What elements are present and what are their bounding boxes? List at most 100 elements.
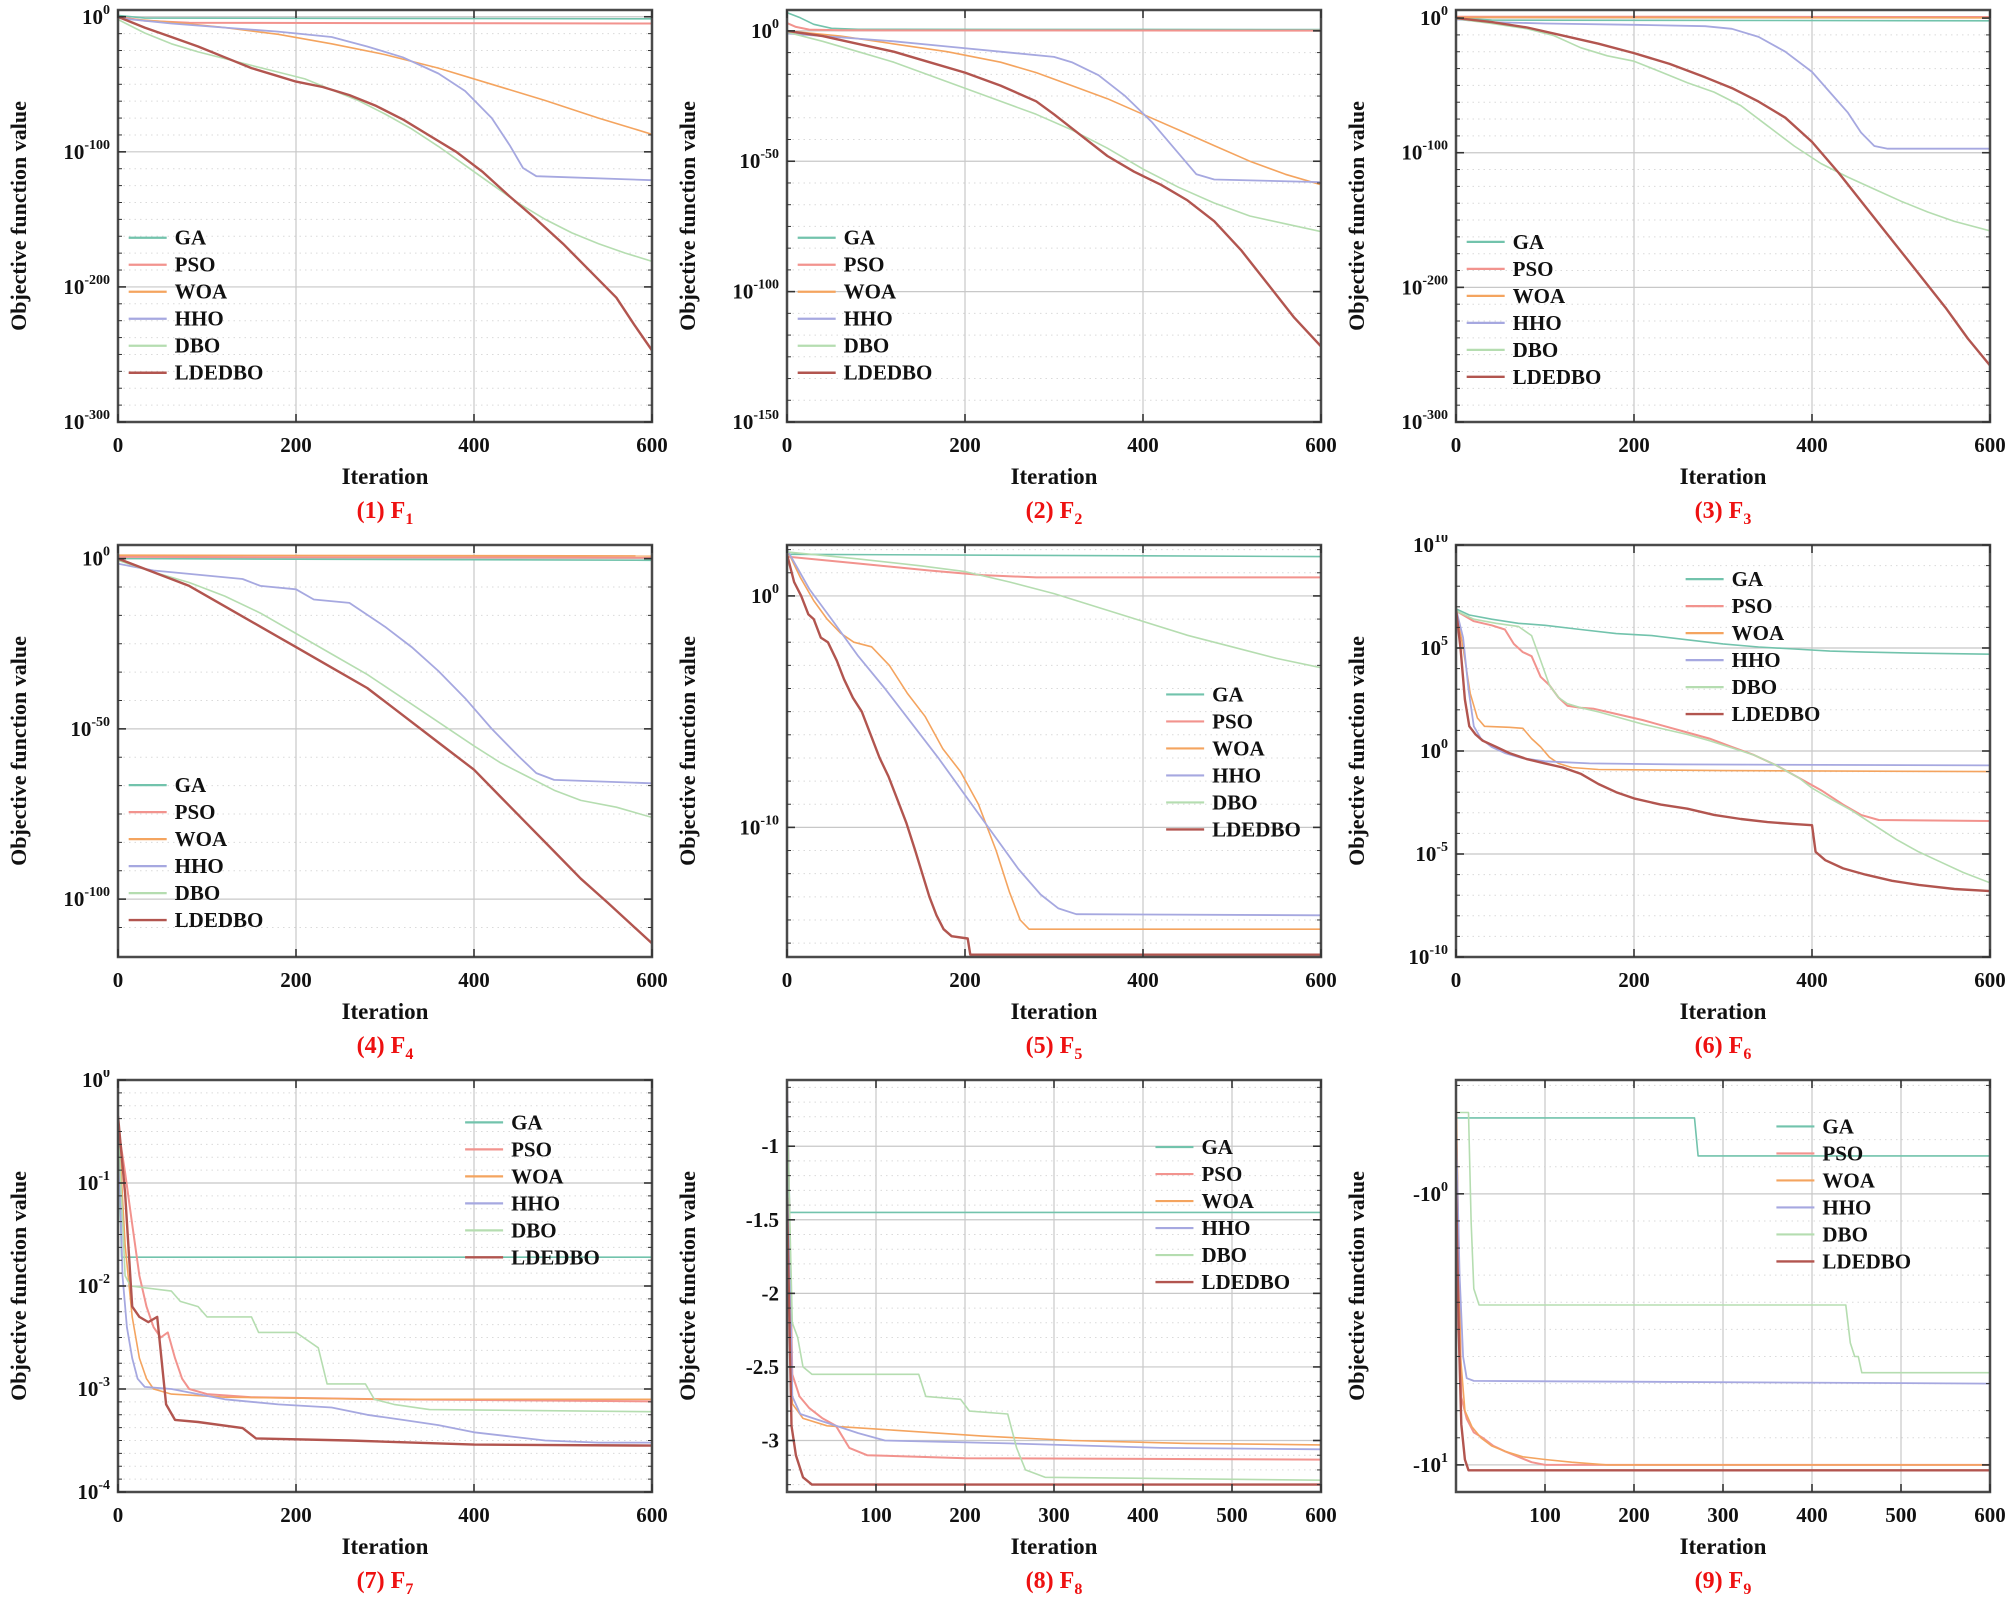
chart-caption: (1) F1 [357,498,414,528]
legend-label-LDEDBO: LDEDBO [1513,365,1602,389]
series-lines [118,554,652,945]
series-DBO [118,1121,652,1413]
x-tick-label: 0 [782,433,793,457]
x-tick-label: 600 [1305,433,1337,457]
axes-frame [116,8,654,424]
chart-caption: (4) F4 [357,1033,414,1063]
chart-svg-F9: -100 -101 100 200 300 400 500 600 Iteration Objec… [1344,1078,2006,1598]
x-tick-label: 400 [1127,968,1159,992]
legend-item-PSO: PSO [1466,257,1554,281]
y-tick-labels: -100 -101 [1413,1180,1448,1477]
legend-label-DBO: DBO [175,334,221,358]
legend-item-WOA: WOA [1155,1189,1255,1213]
y-tick-label: -3 [762,1429,780,1453]
legend-label-PSO: PSO [175,800,216,824]
x-tick-label: 400 [1796,433,1828,457]
series-LDEDBO [1456,1180,1990,1472]
legend-item-HHO: HHO [797,307,893,331]
x-tick-label: 400 [458,433,490,457]
chart-svg-F4: 100 10-50 10-100 0 200 400 600 Iteration Objecti… [6,543,668,1063]
legend-item-WOA: WOA [1166,736,1265,760]
x-tick-label: 0 [113,433,124,457]
legend-item-WOA: WOA [1466,284,1566,308]
series-GA [118,1121,652,1258]
legend-label-WOA: WOA [1822,1168,1875,1192]
y-tick-label: 100 [1420,4,1448,30]
gridlines [117,1079,653,1493]
legend-item-DBO: DBO [1685,675,1777,699]
series-LDEDBO [787,554,1321,956]
x-tick-label: 600 [1305,1503,1337,1527]
legend-item-DBO: DBO [1166,790,1258,814]
legend-item-WOA: WOA [1685,621,1785,645]
legend-item-HHO: HHO [1685,648,1781,672]
series-lines [118,1110,652,1447]
legend-item-WOA: WOA [128,827,228,851]
legend-item-DBO: DBO [797,334,890,358]
x-tick-label: 600 [1305,968,1337,992]
x-tick-labels: 100 200 300 400 500 600 [860,1503,1337,1527]
chart-caption: (6) F6 [1695,1033,1752,1063]
y-tick-labels: 100 10-50 10-100 [63,545,110,911]
chart-cell-F3: 100 10-100 10-200 10-300 0 200 400 600 Iteration… [1338,0,2007,535]
legend-label-HHO: HHO [175,854,224,878]
x-tick-label: 200 [1618,433,1650,457]
series-GA [1456,608,1990,655]
x-tick-label: 600 [1974,433,2006,457]
legend-item-DBO: DBO [465,1218,557,1242]
legend-item-WOA: WOA [797,280,897,304]
legend-label-WOA: WOA [1513,284,1566,308]
legend-item-LDEDBO: LDEDBO [1466,365,1602,389]
series-WOA [118,17,652,136]
chart-cell-F4: 100 10-50 10-100 0 200 400 600 Iteration Objecti… [0,535,669,1070]
series-LDEDBO [118,1115,652,1447]
x-tick-label: 600 [636,1503,668,1527]
x-tick-label: 600 [1974,1503,2006,1527]
series-LDEDBO [787,1197,1321,1486]
legend-label-LDEDBO: LDEDBO [1212,817,1301,841]
y-tick-label: 10-100 [63,138,110,164]
x-tick-label: 0 [1451,968,1462,992]
y-axis-title: Objective function value [1344,101,1369,331]
x-tick-labels: 0 200 400 600 [113,1503,668,1527]
y-tick-label: -100 [1413,1180,1448,1206]
series-lines [787,11,1321,348]
x-tick-label: 300 [1707,1503,1739,1527]
series-lines [118,14,652,352]
axes-frame [1454,8,1992,424]
y-tick-label: 100 [82,1070,110,1092]
legend-label-WOA: WOA [1212,736,1265,760]
y-tick-label: -101 [1413,1451,1448,1477]
x-tick-label: 400 [458,968,490,992]
series-lines [1456,608,1990,893]
legend-item-WOA: WOA [1776,1168,1876,1192]
legend-item-GA: GA [1776,1114,1855,1138]
legend-label-DBO: DBO [844,334,890,358]
legend-item-GA: GA [128,226,207,250]
legend-item-HHO: HHO [128,307,224,331]
chart-svg-F6: 1010 105 100 10-5 10-100 200 400 600 Iteration Ob… [1344,535,2006,1063]
x-tick-label: 200 [949,433,981,457]
legend-label-GA: GA [1212,682,1244,706]
legend-label-LDEDBO: LDEDBO [844,361,933,385]
legend-item-WOA: WOA [465,1164,564,1188]
x-tick-label: 0 [113,968,124,992]
axes-frame [116,1078,654,1494]
legend-label-HHO: HHO [511,1191,560,1215]
axes-frame [1454,1078,1992,1494]
legend-item-PSO: PSO [1685,594,1772,618]
legend: GA PSO WOA HHO DBO LDEDBO [1155,1135,1290,1294]
legend-item-PSO: PSO [1776,1141,1863,1165]
y-tick-label: 10-100 [732,278,779,304]
legend-label-HHO: HHO [175,307,224,331]
x-tick-label: 0 [113,1503,124,1527]
y-tick-label: 105 [1420,634,1448,660]
legend-label-GA: GA [511,1110,543,1134]
chart-cell-F9: -100 -101 100 200 300 400 500 600 Iteration Objec… [1338,1070,2007,1605]
chart-caption: (3) F3 [1695,498,1752,528]
y-tick-label: 10-50 [70,715,110,741]
series-DBO [1456,610,1990,884]
legend-item-GA: GA [1166,682,1244,706]
legend-item-WOA: WOA [128,280,228,304]
